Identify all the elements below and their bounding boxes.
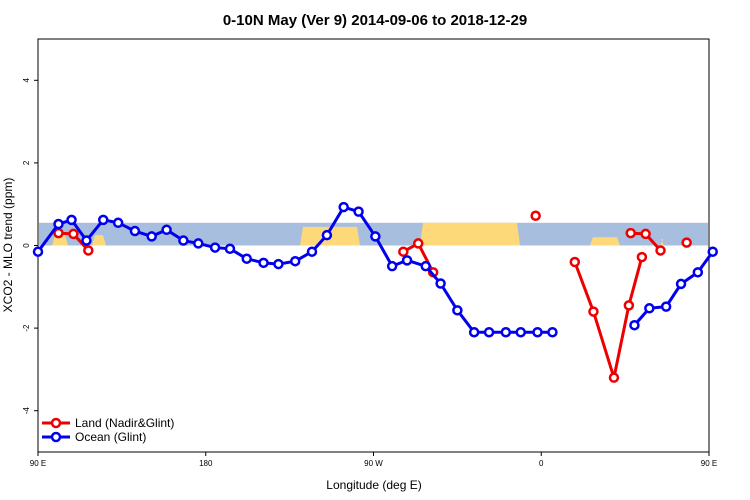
x-tick-label-2: 90 W	[364, 459, 383, 468]
land-isolated-point-1	[681, 237, 692, 248]
ocean-point-0-17	[306, 246, 318, 257]
ocean-point-0-20	[353, 206, 364, 217]
land-point-0-1	[68, 228, 79, 240]
ocean-point-0-3	[81, 235, 92, 246]
ocean-point-1-2	[660, 301, 672, 312]
legend: Land (Nadir&Glint) Ocean (Glint)	[42, 416, 174, 444]
land-point-3-1	[588, 306, 599, 317]
ocean-point-0-4	[97, 214, 109, 226]
chart-title: 0-10N May (Ver 9) 2014-09-06 to 2018-12-…	[223, 12, 527, 29]
x-tick-label-0: 90 E	[30, 459, 46, 468]
legend-ocean-label: Ocean (Glint)	[75, 430, 146, 444]
land-series	[53, 210, 692, 383]
land-point-0-2	[83, 245, 94, 256]
ocean-point-1-4	[692, 267, 704, 278]
land-patch-0	[52, 235, 68, 246]
ocean-point-1-3	[675, 278, 687, 290]
y-axis: -4 -2 0 2 4	[22, 78, 38, 415]
ocean-point-0-32	[547, 326, 558, 338]
ocean-point-0-8	[161, 224, 172, 236]
land-patch-3	[420, 222, 520, 246]
ocean-point-1-1	[644, 303, 655, 314]
ocean-point-1-5	[707, 246, 718, 257]
ocean-point-0-29	[500, 326, 512, 338]
legend-land-marker	[50, 417, 62, 429]
land-patch-5	[660, 239, 664, 246]
y-axis-label: XCO2 - MLO trend (ppm)	[1, 178, 15, 313]
ocean-point-0-10	[193, 238, 204, 249]
land-patch-1	[92, 235, 106, 246]
x-axis: 90 E 180 90 W 0 90 E	[30, 452, 717, 468]
y-tick-label-1: -2	[22, 324, 31, 332]
land-point-1-0	[398, 246, 409, 257]
land-point-3-3	[623, 300, 635, 311]
ocean-line-1	[633, 250, 714, 327]
land-point-3-4	[636, 251, 648, 263]
x-tick-label-4: 90 E	[701, 459, 717, 468]
land-point-2-2	[655, 245, 666, 256]
legend-ocean-marker	[50, 431, 62, 443]
ocean-point-0-30	[515, 326, 526, 338]
ocean-series	[32, 201, 718, 338]
ocean-point-0-31	[532, 326, 543, 338]
x-tick-label-3: 0	[539, 459, 544, 468]
ocean-point-0-15	[273, 258, 284, 270]
ocean-point-0-28	[483, 326, 495, 338]
ocean-point-0-5	[112, 217, 124, 229]
land-point-1-1	[412, 238, 424, 249]
x-tick-label-1: 180	[199, 459, 213, 468]
x-axis-label: Longitude (deg E)	[326, 478, 421, 492]
land-patch-4	[590, 237, 620, 246]
ocean-point-0-9	[178, 235, 189, 246]
land-point-3-0	[569, 256, 581, 268]
land-isolated-point-0	[530, 210, 541, 222]
ocean-point-0-16	[289, 255, 301, 267]
ocean-point-0-21	[370, 231, 381, 242]
ocean-point-0-13	[241, 253, 253, 264]
y-tick-label-3: 2	[22, 160, 31, 165]
ocean-point-0-2	[66, 214, 77, 226]
y-tick-label-0: -4	[22, 407, 31, 415]
ocean-point-0-19	[338, 201, 349, 213]
ocean-point-0-11	[209, 242, 221, 253]
legend-land-label: Land (Nadir&Glint)	[75, 416, 174, 430]
ocean-point-0-24	[420, 260, 431, 272]
ocean-point-0-27	[468, 326, 480, 338]
ocean-point-0-26	[452, 305, 463, 316]
ocean-point-0-18	[321, 229, 333, 241]
ocean-point-0-7	[146, 231, 157, 242]
land-line-3	[573, 256, 644, 380]
ocean-point-0-1	[53, 218, 64, 230]
land-point-2-0	[625, 227, 636, 239]
y-tick-label-2: 0	[22, 243, 31, 248]
land-point-2-1	[640, 228, 651, 240]
ocean-point-0-22	[386, 260, 398, 272]
ocean-point-0-12	[224, 243, 236, 255]
y-tick-label-4: 4	[22, 78, 31, 83]
ocean-point-0-14	[258, 257, 269, 269]
series-layer	[32, 201, 718, 383]
ocean-point-0-23	[401, 255, 413, 266]
ocean-point-0-25	[435, 278, 446, 289]
ocean-point-0-6	[129, 225, 141, 237]
land-point-3-2	[608, 372, 620, 383]
ocean-point-1-0	[629, 319, 640, 331]
ocean-point-0-0	[32, 246, 44, 257]
